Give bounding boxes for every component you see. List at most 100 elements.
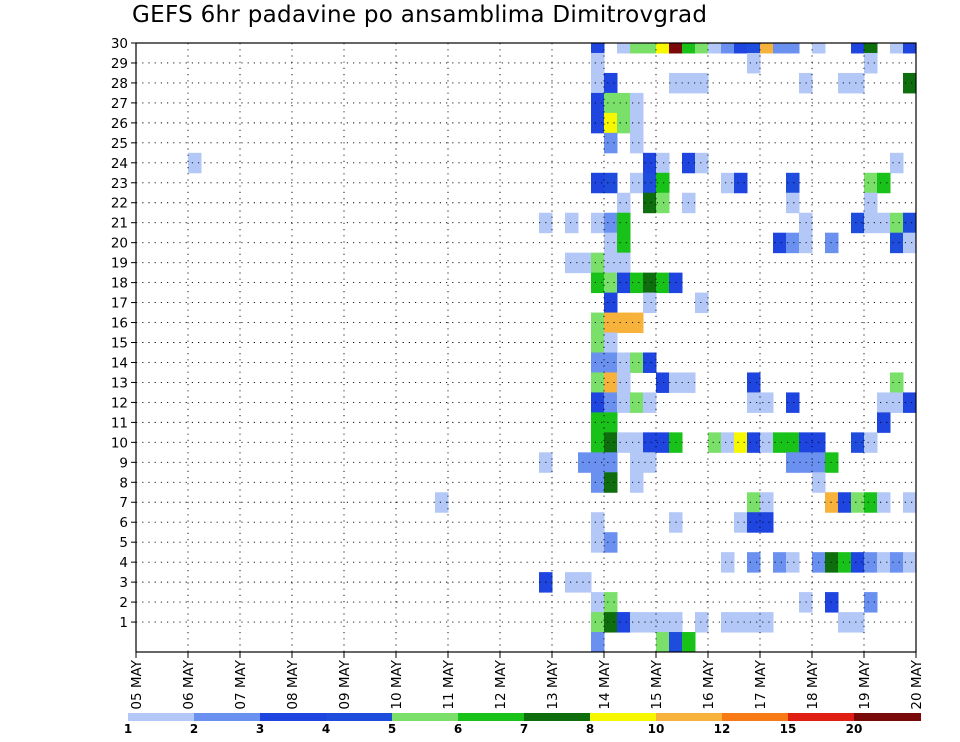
precip-cell bbox=[864, 592, 878, 613]
precip-cell bbox=[591, 252, 605, 274]
precip-cell bbox=[773, 232, 787, 254]
legend-swatch bbox=[260, 713, 327, 721]
precip-cell bbox=[617, 232, 631, 254]
legend-swatch bbox=[854, 713, 921, 721]
precip-cell bbox=[890, 552, 904, 573]
precip-cell bbox=[565, 252, 579, 274]
y-tick-label: 29 bbox=[111, 56, 128, 72]
precip-cell bbox=[591, 332, 605, 353]
x-tick-label: 12 MAY bbox=[493, 659, 509, 709]
precip-cell bbox=[656, 152, 670, 174]
precip-cell bbox=[747, 43, 761, 54]
precip-cell bbox=[656, 612, 670, 633]
x-tick-label: 14 MAY bbox=[597, 659, 613, 709]
precip-cell bbox=[604, 412, 618, 433]
precip-cell bbox=[682, 632, 696, 652]
precip-cell bbox=[604, 172, 618, 194]
y-tick-label: 18 bbox=[111, 276, 128, 292]
precip-cell bbox=[786, 452, 800, 473]
legend-swatch bbox=[194, 713, 261, 721]
precip-cell bbox=[617, 372, 631, 393]
precip-cell bbox=[591, 212, 605, 234]
precip-cell bbox=[825, 232, 839, 254]
precip-cell bbox=[565, 212, 579, 234]
precip-cell bbox=[604, 292, 618, 314]
precip-cell bbox=[617, 112, 631, 134]
precip-cell bbox=[630, 132, 644, 154]
precip-cell bbox=[630, 352, 644, 373]
precip-cell bbox=[695, 43, 709, 54]
precip-cell bbox=[760, 432, 774, 453]
precip-cell bbox=[656, 172, 670, 194]
precip-cell bbox=[630, 392, 644, 413]
y-tick-label: 7 bbox=[119, 495, 128, 511]
precip-cell bbox=[851, 72, 865, 94]
x-tick-label: 18 MAY bbox=[805, 659, 821, 709]
legend-swatch bbox=[722, 713, 789, 721]
x-tick-label: 07 MAY bbox=[233, 659, 249, 709]
precip-cell bbox=[825, 552, 839, 573]
precip-cell bbox=[617, 392, 631, 413]
y-tick-label: 22 bbox=[111, 196, 128, 212]
precip-cell bbox=[604, 92, 618, 114]
precip-cell bbox=[591, 612, 605, 633]
precip-cell bbox=[864, 43, 878, 54]
precip-cell bbox=[604, 252, 618, 274]
precip-cell bbox=[591, 172, 605, 194]
x-tick-label: 15 MAY bbox=[649, 659, 665, 709]
precip-cell bbox=[721, 432, 735, 453]
precip-cell bbox=[617, 43, 631, 54]
y-tick-label: 9 bbox=[119, 455, 128, 471]
precip-cell bbox=[786, 432, 800, 453]
precip-cell bbox=[760, 512, 774, 533]
y-tick-label: 1 bbox=[119, 615, 128, 631]
precip-cell bbox=[617, 432, 631, 453]
legend-label: 1 bbox=[123, 722, 133, 736]
x-tick-label: 17 MAY bbox=[753, 659, 769, 709]
precip-cell bbox=[682, 43, 696, 54]
precip-cell bbox=[877, 492, 891, 513]
precip-cell bbox=[825, 592, 839, 613]
precip-cell bbox=[643, 392, 657, 413]
precip-cell bbox=[903, 212, 916, 234]
precip-cell bbox=[734, 43, 748, 54]
precip-cell bbox=[565, 572, 579, 593]
precip-cell bbox=[812, 43, 826, 54]
precip-cell bbox=[604, 532, 618, 553]
precip-cell bbox=[591, 452, 605, 473]
precip-cell bbox=[656, 272, 670, 294]
precip-cell bbox=[760, 43, 774, 54]
precip-cell bbox=[838, 72, 852, 94]
y-tick-label: 14 bbox=[111, 355, 128, 371]
legend-label: 12 bbox=[713, 722, 731, 736]
precip-cell bbox=[617, 272, 631, 294]
precip-cell bbox=[851, 212, 865, 234]
x-tick-label: 20 MAY bbox=[909, 659, 925, 709]
precip-cell bbox=[630, 272, 644, 294]
precip-cell bbox=[773, 552, 787, 573]
y-tick-label: 30 bbox=[111, 36, 128, 52]
cells-layer bbox=[188, 43, 916, 652]
precip-cell bbox=[760, 492, 774, 513]
y-tick-label: 25 bbox=[111, 136, 128, 152]
precip-cell bbox=[604, 392, 618, 413]
precip-cell bbox=[591, 272, 605, 294]
legend-swatch bbox=[458, 713, 525, 721]
color-legend-bar bbox=[128, 713, 921, 721]
precip-cell bbox=[604, 432, 618, 453]
y-axis: 1234567891011121314151617181920212223242… bbox=[111, 36, 136, 631]
legend-label: 4 bbox=[321, 722, 331, 736]
precip-cell bbox=[890, 392, 904, 413]
precip-cell bbox=[851, 432, 865, 453]
precip-cell bbox=[786, 392, 800, 413]
y-tick-label: 23 bbox=[111, 176, 128, 192]
precip-cell bbox=[890, 152, 904, 174]
x-tick-label: 10 MAY bbox=[389, 659, 405, 709]
precip-cell bbox=[773, 432, 787, 453]
precip-cell bbox=[643, 172, 657, 194]
chart-title: GEFS 6hr padavine po ansamblima Dimitrov… bbox=[132, 2, 708, 28]
precip-cell bbox=[656, 192, 670, 214]
precip-cell bbox=[734, 512, 748, 533]
precip-cell bbox=[786, 192, 800, 214]
legend-label: 2 bbox=[189, 722, 199, 736]
